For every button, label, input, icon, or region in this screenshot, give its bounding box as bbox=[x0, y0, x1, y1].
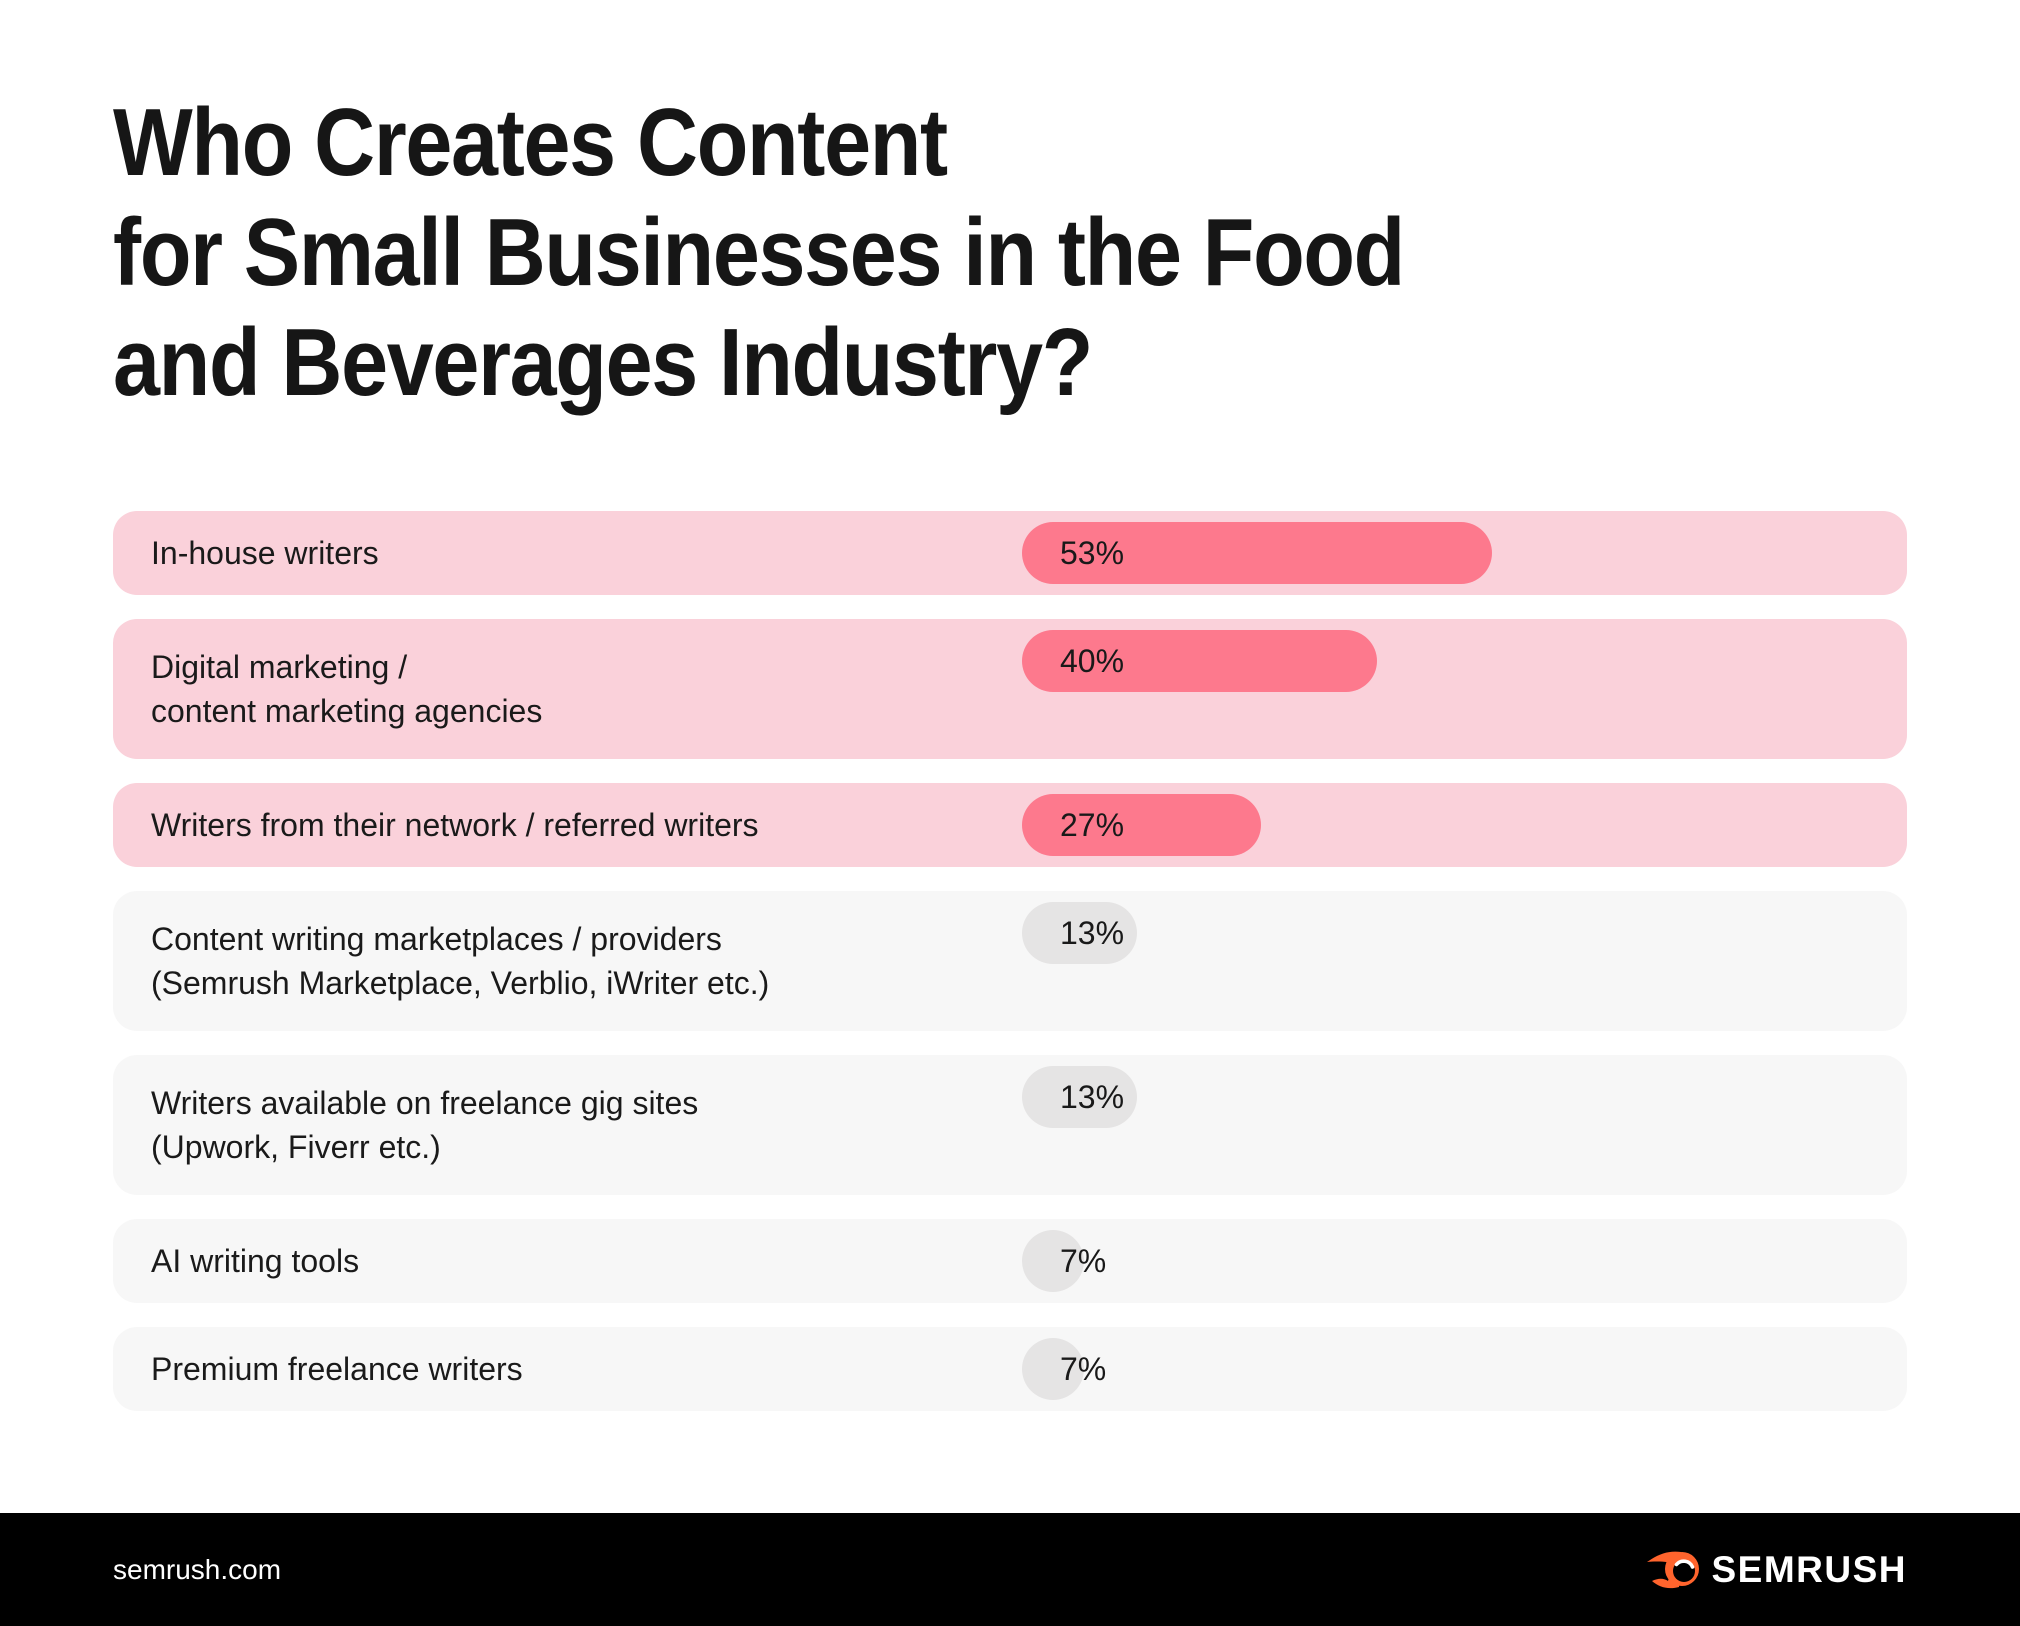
chart-row: Writers from their network / referred wr… bbox=[113, 783, 1907, 867]
value-bar: 27% bbox=[1022, 794, 1261, 856]
semrush-wordmark: SEMRUSH bbox=[1711, 1548, 1907, 1590]
chart-row: Writers available on freelance gig sites… bbox=[113, 1055, 1907, 1195]
row-label: Content writing marketplaces / providers… bbox=[151, 921, 770, 1001]
value-label: 40% bbox=[1060, 643, 1125, 679]
chart-row: Digital marketing / content marketing age… bbox=[113, 619, 1907, 759]
chart-row: Content writing marketplaces / providers… bbox=[113, 891, 1907, 1031]
value-bar: 40% bbox=[1022, 630, 1377, 692]
value-bar: 13% bbox=[1022, 902, 1137, 964]
chart-title: Who Creates Content for Small Businesses… bbox=[113, 88, 1692, 418]
value-label: 7% bbox=[1060, 1351, 1107, 1387]
chart-title-line3: and Beverages Industry? bbox=[113, 309, 1093, 416]
content-area: Who Creates Content for Small Businesses… bbox=[113, 0, 1907, 418]
value-label: 7% bbox=[1060, 1243, 1107, 1279]
chart-row: AI writing tools 7% bbox=[113, 1219, 1907, 1303]
value-bar: 7% bbox=[1022, 1338, 1106, 1400]
row-label: Digital marketing / content marketing age… bbox=[151, 649, 543, 729]
value-label: 53% bbox=[1060, 535, 1125, 571]
row-label: Writers from their network / referred wr… bbox=[151, 807, 759, 843]
row-label: In-house writers bbox=[151, 535, 379, 571]
chart-rows: In-house writers 53% Digital marketing / co… bbox=[113, 511, 1907, 1435]
row-label: AI writing tools bbox=[151, 1243, 360, 1279]
semrush-logo: SEMRUSH bbox=[1645, 1548, 1907, 1592]
chart-row: In-house writers 53% bbox=[113, 511, 1907, 595]
site-url: semrush.com bbox=[113, 1553, 282, 1585]
chart-title-line1: Who Creates Content bbox=[113, 89, 948, 196]
value-bar: 7% bbox=[1022, 1230, 1106, 1292]
value-bar: 13% bbox=[1022, 1066, 1137, 1128]
value-label: 13% bbox=[1060, 1079, 1125, 1115]
value-label: 13% bbox=[1060, 915, 1125, 951]
chart-title-line2: for Small Businesses in the Food bbox=[113, 199, 1405, 306]
chart-row: Premium freelance writers 7% bbox=[113, 1327, 1907, 1411]
row-label: Writers available on freelance gig sites… bbox=[151, 1085, 699, 1165]
row-label: Premium freelance writers bbox=[151, 1351, 523, 1387]
value-label: 27% bbox=[1060, 807, 1125, 843]
footer: semrush.com SEMRUSH bbox=[0, 1513, 2020, 1626]
semrush-flame-icon bbox=[1647, 1551, 1700, 1588]
value-bar: 53% bbox=[1022, 522, 1492, 584]
